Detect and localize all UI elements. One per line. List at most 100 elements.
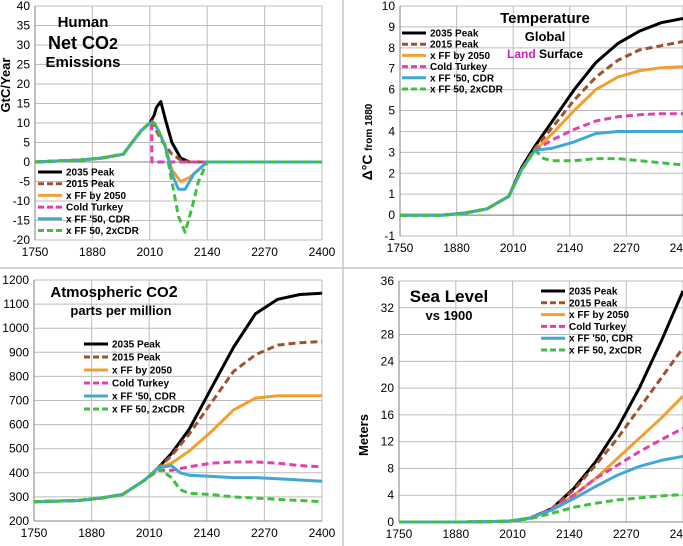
- sea-level-x-tick-label: 2010: [499, 527, 526, 541]
- atmospheric-co2-x-tick-label: 1880: [78, 526, 105, 540]
- sea-level-legend-label: x FF by 2050: [569, 310, 629, 321]
- atmospheric-co2-legend-label: 2015 Peak: [112, 353, 161, 364]
- atmospheric-co2-x-tick-label: 1750: [21, 526, 48, 540]
- atmospheric-co2-y-tick-label: 700: [9, 394, 29, 408]
- temperature-x-tick-label: 1880: [443, 241, 470, 255]
- temperature-y-tick-label: 1: [388, 187, 395, 201]
- temperature-title-line-1: Temperature: [500, 10, 590, 27]
- atmospheric-co2-y-tick-label: 500: [9, 442, 29, 456]
- temperature-y-axis-label: Δ°C from 1880: [359, 103, 375, 180]
- sea-level-y-tick-label: 12: [381, 435, 395, 449]
- atmospheric-co2-title-subscript: 2: [169, 284, 178, 301]
- sea-level-y-tick-label: 0: [387, 515, 394, 529]
- temperature-series-line-5: [400, 148, 683, 217]
- sea-level-title-line-2: vs 1900: [426, 308, 473, 323]
- net-co2-legend-label: x FF '50, CDR: [66, 214, 131, 225]
- net-co2-title-line-2: Net CO2: [48, 33, 118, 53]
- net-co2-y-tick-label: -10: [13, 194, 31, 208]
- temperature-legend-label: Cold Turkey: [430, 62, 487, 73]
- atmospheric-co2-y-tick-label: 600: [9, 418, 29, 432]
- net-co2-legend-label: x FF 50, 2xCDR: [66, 226, 140, 237]
- temperature-y-tick-label: 8: [388, 41, 395, 55]
- temperature-y-tick-label: 4: [388, 124, 395, 138]
- net-co2-y-tick-label: -20: [13, 233, 31, 247]
- temperature-series: [400, 17, 683, 217]
- atmospheric-co2-legend: 2035 Peak 2015 Peak x FF by 2050 Cold Turke…: [84, 340, 186, 416]
- net-co2-x-tick-label: 1880: [79, 245, 106, 259]
- net-co2-y-axis-label: GtC/Year: [0, 58, 13, 113]
- temperature-y-axis-label-main: Δ°C: [359, 155, 375, 181]
- atmospheric-co2-y-tick-label: 1200: [2, 273, 29, 287]
- sea-level-legend-label: 2015 Peak: [569, 298, 618, 309]
- net-co2-x-tick-label: 2140: [194, 245, 221, 259]
- sea-level-x-tick-label: 1750: [386, 527, 413, 541]
- net-co2-y-tick-label: 40: [17, 0, 31, 13]
- atmospheric-co2-y-tick-label: 200: [9, 514, 29, 528]
- atmospheric-co2-title-line-1: Atmospheric CO2: [50, 284, 177, 301]
- atmospheric-co2-legend-label: x FF by 2050: [112, 366, 172, 377]
- net-co2-series: [34, 100, 322, 234]
- atmospheric-co2-series: [33, 291, 323, 504]
- temperature-y-tick-label: -1: [384, 229, 395, 243]
- sea-level-y-tick-label: 16: [381, 408, 395, 422]
- sea-level-y-tick-label: 28: [381, 328, 395, 342]
- sea-level-x-tick-label: 2400: [670, 527, 683, 541]
- temperature-legend-label: x FF '50, CDR: [430, 73, 495, 84]
- sea-level-y-tick-label: 8: [387, 461, 394, 475]
- temperature-legend-label: 2015 Peak: [430, 40, 479, 51]
- temperature-y-tick-label: 5: [388, 104, 395, 118]
- sea-level-x-tick-label: 1880: [442, 527, 469, 541]
- temperature-x-tick-label: 1750: [387, 241, 414, 255]
- net-co2-y-tick-label: 15: [17, 97, 31, 111]
- sea-level-legend-label: x FF '50, CDR: [569, 334, 634, 345]
- temperature-title-highlight: Land: [507, 47, 536, 61]
- atmospheric-co2-series-line-4: [33, 464, 323, 504]
- temperature-y-tick-label: 0: [388, 208, 395, 222]
- atmospheric-co2-y-tick-label: 1000: [2, 321, 29, 335]
- sea-level-y-tick-label: 20: [381, 381, 395, 395]
- net-co2-y-tick-label: 35: [17, 19, 31, 33]
- temperature-y-tick-label: 9: [388, 20, 395, 34]
- temperature-x-tick-label: 2010: [500, 241, 527, 255]
- sea-level-title: Sea Level vs 1900: [410, 287, 488, 323]
- net-co2-y-tick-label: -15: [13, 214, 31, 228]
- sea-level-legend-label: x FF 50, 2xCDR: [569, 346, 643, 357]
- sea-level-y-tick-label: 4: [387, 488, 394, 502]
- atmospheric-co2-x-tick-label: 2140: [193, 526, 220, 540]
- atmospheric-co2-y-tick-label: 300: [9, 490, 29, 504]
- net-co2-y-tick-label: 0: [23, 155, 30, 169]
- sea-level-title-line-1: Sea Level: [410, 287, 488, 306]
- atmospheric-co2-legend-label: x FF '50, CDR: [112, 392, 177, 403]
- net-co2-legend-label: 2015 Peak: [66, 179, 115, 190]
- temperature-y-tick-label: 3: [388, 145, 395, 159]
- temperature-legend-label: 2035 Peak: [430, 29, 479, 40]
- atmospheric-co2-series-line-5: [33, 466, 323, 504]
- atmospheric-co2-chart: 1200 1100 1000 900 800 700 600 500 400 300 2001750…: [2, 273, 335, 540]
- temperature-title: Temperature Global Land Surface: [500, 10, 590, 61]
- temperature-title-line-3: Land Surface: [507, 47, 583, 61]
- sea-level-x-tick-label: 2140: [556, 527, 583, 541]
- sea-level-y-tick-label: 24: [381, 354, 395, 368]
- atmospheric-co2-legend-label: x FF 50, 2xCDR: [112, 405, 186, 416]
- temperature-y-tick-label: 2: [388, 166, 395, 180]
- sea-level-series-line-5: [399, 493, 683, 524]
- atmospheric-co2-title-line-2: parts per million: [70, 303, 171, 318]
- temperature-x-tick-label: 2400: [670, 241, 683, 255]
- atmospheric-co2-x-tick-label: 2010: [136, 526, 163, 540]
- atmospheric-co2-legend-label: Cold Turkey: [112, 379, 169, 390]
- atmospheric-co2-legend-label: 2035 Peak: [112, 340, 161, 351]
- net-co2-y-tick-label: 30: [17, 38, 31, 52]
- atmospheric-co2-y-tick-label: 1100: [3, 297, 29, 311]
- net-co2-legend-label: 2035 Peak: [66, 168, 115, 179]
- temperature-x-tick-label: 2270: [613, 241, 640, 255]
- sea-level-legend-label: 2035 Peak: [569, 287, 618, 298]
- sea-level-y-tick-label: 36: [381, 274, 395, 288]
- temperature-y-tick-label: 10: [382, 0, 396, 13]
- atmospheric-co2-title: Atmospheric CO2 parts per million: [50, 284, 177, 318]
